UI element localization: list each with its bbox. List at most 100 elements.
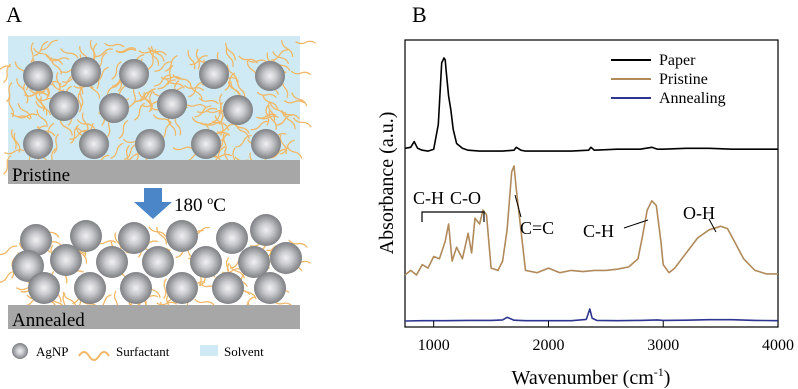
plot-frame	[404, 39, 779, 328]
surfactant-strand	[156, 226, 168, 245]
surfactant-strand	[194, 105, 212, 118]
annealing-arrow	[134, 188, 172, 219]
surfactant-strand	[133, 102, 146, 121]
surfactant-strand	[149, 47, 160, 66]
surfactant-strand	[271, 49, 289, 61]
series-line-paper	[404, 57, 778, 152]
pristine-substrate	[8, 160, 300, 184]
surfactant-strand	[104, 42, 125, 48]
surfactant-strand	[194, 298, 215, 306]
surfactant-strand	[111, 61, 122, 80]
silver-nanoparticle	[216, 222, 248, 254]
surfactant-strand	[70, 124, 79, 144]
surfactant-strand	[81, 112, 89, 133]
surfactant-strand	[267, 102, 276, 122]
nanoparticle-icon	[12, 343, 28, 359]
surfactant-strand	[10, 128, 17, 150]
surfactant-strand	[143, 91, 153, 111]
temperature-value: 180	[174, 195, 207, 216]
surfactant-strand	[33, 47, 51, 60]
surfactant-strand	[189, 83, 203, 100]
surfactant-strand	[150, 45, 165, 62]
surfactant-strand	[172, 74, 192, 85]
peak-label-c-o: C-O	[450, 188, 481, 208]
silver-nanoparticle	[50, 244, 82, 276]
silver-nanoparticle	[270, 242, 302, 274]
surfactant-strand	[10, 112, 31, 120]
leader-line-o-h	[708, 218, 717, 233]
x-tick-label: 4000	[762, 337, 794, 354]
surfactant-strand	[284, 100, 305, 104]
pristine-particle-layer	[23, 57, 285, 159]
x-tick-label: 1000	[418, 337, 450, 354]
silver-nanoparticle	[212, 272, 244, 304]
surfactant-strand	[29, 89, 49, 97]
silver-nanoparticle	[135, 129, 165, 159]
leader-line-c=c	[514, 194, 522, 218]
silver-nanoparticle	[74, 272, 106, 304]
panel-a-legend: AgNP Surfactant Solvent	[12, 343, 264, 361]
surfactant-strand	[295, 40, 316, 45]
silver-nanoparticle	[223, 95, 253, 125]
down-arrow-icon	[134, 188, 172, 219]
surfactant-strand	[189, 55, 208, 66]
annealed-substrate	[8, 305, 300, 329]
series-line-annealing	[404, 308, 779, 322]
surfactant-strand	[224, 72, 236, 91]
silver-nanoparticle	[20, 224, 52, 256]
degree-superscript: o	[207, 193, 213, 207]
peak-label-c=c: C=C	[520, 218, 554, 238]
surfactant-strand	[4, 149, 25, 155]
silver-nanoparticle	[23, 61, 53, 91]
peak-label-c-h: C-H	[583, 221, 614, 241]
surfactant-strand	[23, 83, 29, 104]
legend-agnp-label: AgNP	[36, 344, 69, 359]
legend-label-pristine: Pristine	[659, 71, 708, 88]
panel-b-label: B	[412, 2, 427, 27]
surfactant-strand	[211, 153, 233, 158]
surfactant-strand	[118, 119, 129, 139]
panel-b-legend: Paper Pristine Annealing	[611, 52, 726, 107]
series-layer	[404, 57, 779, 322]
silver-nanoparticle	[251, 129, 281, 159]
surfactant-strand	[238, 55, 258, 64]
surfactant-strand	[292, 117, 312, 128]
surfactant-strand	[187, 50, 196, 70]
silver-nanoparticle	[166, 220, 198, 252]
surfactant-strand	[256, 91, 277, 98]
series-line-pristine	[404, 165, 778, 276]
surfactant-strand	[227, 81, 242, 98]
surfactant-strand	[123, 143, 138, 161]
surfactant-strand	[291, 92, 308, 107]
silver-nanoparticle	[120, 272, 152, 304]
surfactant-strand	[163, 278, 167, 300]
surfactant-strand	[226, 64, 238, 83]
surfactant-strand	[256, 113, 277, 119]
silver-nanoparticle	[12, 250, 44, 282]
peak-label-o-h: O-H	[683, 203, 715, 223]
surfactant-strand	[156, 301, 178, 306]
panel-a-label: A	[6, 2, 22, 27]
surfactant-strand	[188, 81, 203, 98]
annotation-bracket	[421, 211, 485, 222]
x-tick-label: 3000	[647, 337, 679, 354]
surfactant-strand	[44, 53, 63, 65]
surfactant-strand	[40, 96, 48, 116]
surfactant-strand	[148, 226, 167, 238]
surfactant-strand	[6, 82, 13, 103]
surfactant-strand	[115, 47, 137, 53]
x-axis-label: Wavenumber (cm-1)	[512, 365, 671, 389]
surfactant-strand	[217, 123, 236, 133]
surfactant-strand	[139, 88, 156, 102]
surfactant-strand	[50, 57, 62, 75]
surfactant-strand	[79, 87, 84, 108]
panel-a: A Pristine 180 oC Annealed AgNP Surfacta…	[0, 2, 316, 361]
surfactant-strand	[0, 65, 12, 71]
silver-nanoparticle	[49, 91, 79, 121]
surfactant-strand	[55, 72, 61, 93]
x-axis-label-close: )	[664, 367, 671, 389]
surfactant-strand	[184, 84, 205, 92]
surfactant-strand	[154, 60, 173, 72]
silver-nanoparticle	[190, 246, 222, 278]
annotation-layer: C-H C-O C=C C-H O-H	[413, 188, 715, 241]
